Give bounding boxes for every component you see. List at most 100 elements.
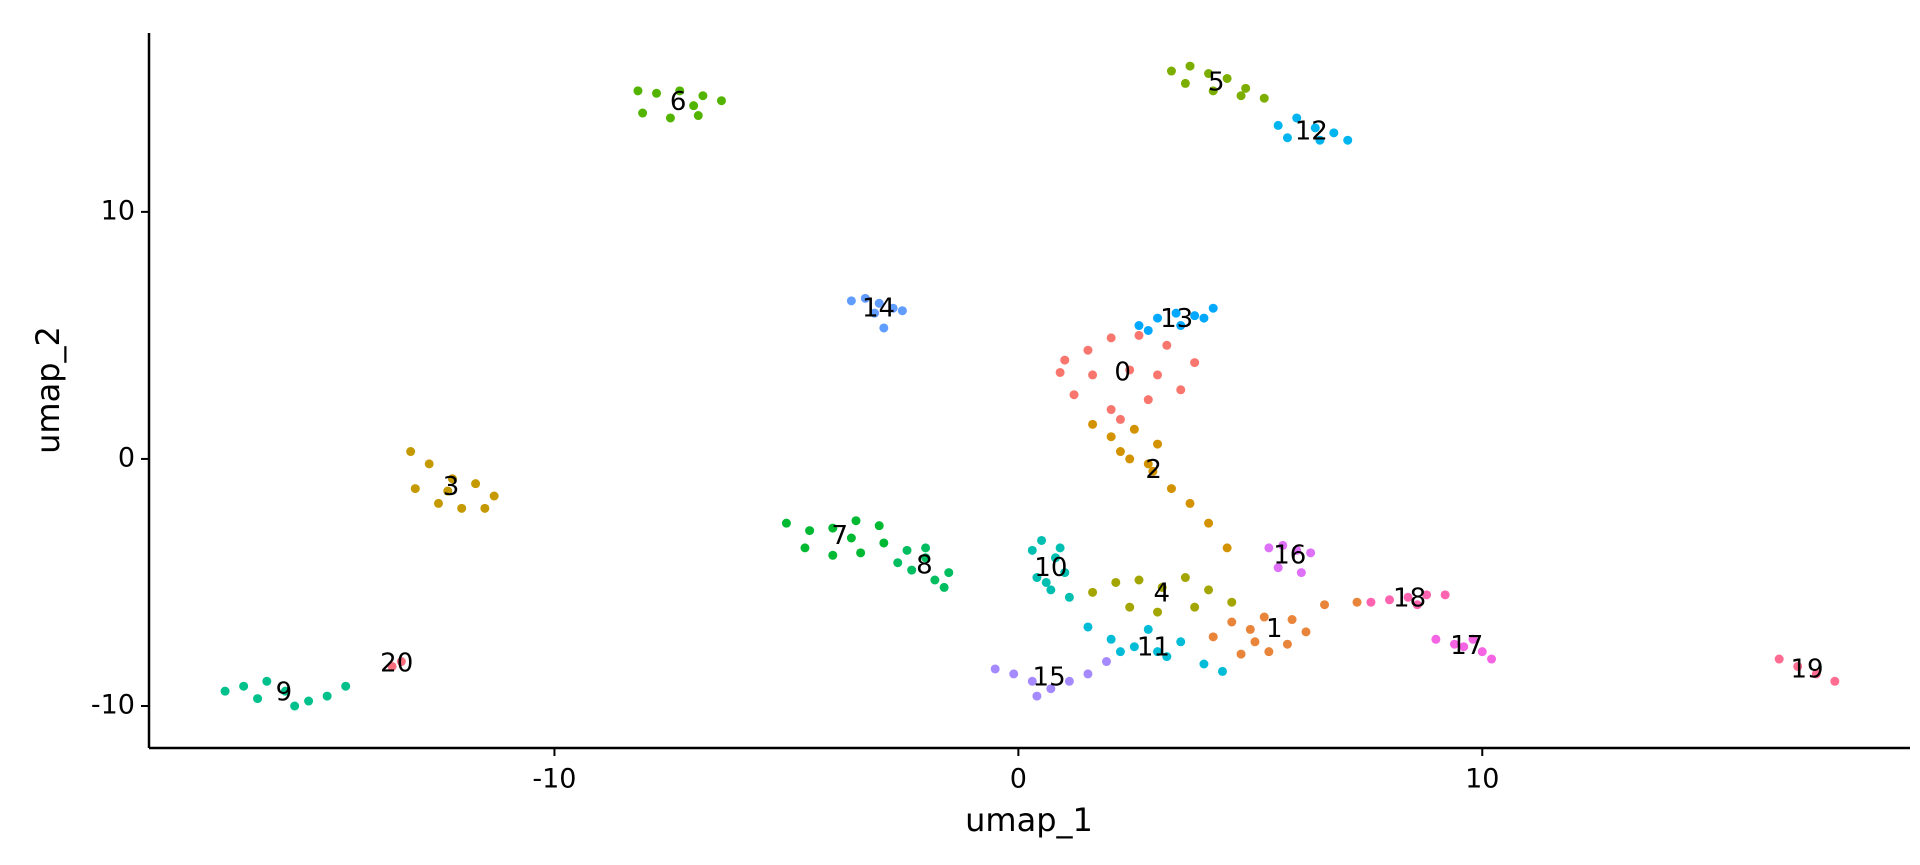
cell-point <box>1083 345 1093 355</box>
cell-point <box>846 533 856 543</box>
cluster-label: 10 <box>1034 553 1067 583</box>
cell-point <box>907 565 917 575</box>
cell-point <box>1162 340 1172 350</box>
cluster-label: 16 <box>1273 541 1306 571</box>
cell-point <box>1449 639 1459 649</box>
x-axis-title: umap_1 <box>965 801 1093 839</box>
cell-point <box>1143 325 1153 335</box>
cluster-label: 20 <box>380 648 413 678</box>
x-tick-label: 0 <box>1010 764 1027 795</box>
cell-point <box>874 298 884 308</box>
cell-point <box>689 101 699 111</box>
cluster-label: 1 <box>1266 614 1283 644</box>
cell-point <box>652 88 662 98</box>
cell-point <box>406 447 416 457</box>
cell-point <box>1153 607 1163 617</box>
cell-point <box>1208 632 1218 642</box>
cell-point <box>1027 545 1037 555</box>
cell-point <box>1204 518 1214 528</box>
cell-point <box>800 543 810 553</box>
cell-point <box>1162 652 1172 662</box>
cell-point <box>1176 637 1186 647</box>
cell-point <box>939 582 949 592</box>
cell-point <box>1069 390 1079 400</box>
cell-point <box>1199 313 1209 323</box>
cell-point <box>489 491 499 501</box>
cell-point <box>665 113 675 123</box>
cell-point <box>1129 642 1139 652</box>
cell-point <box>1250 637 1260 647</box>
cell-point <box>262 676 272 686</box>
cell-point <box>1222 73 1232 83</box>
cell-point <box>1793 661 1803 671</box>
cluster-label: 12 <box>1295 116 1328 146</box>
cell-point <box>1032 691 1042 701</box>
cell-point <box>1106 432 1116 442</box>
cluster-label: 4 <box>1153 578 1170 608</box>
cell-point <box>396 657 406 667</box>
cluster-label: 0 <box>1114 358 1131 388</box>
cell-point <box>1083 669 1093 679</box>
cell-point <box>1088 370 1098 380</box>
cluster-label: 6 <box>670 87 687 117</box>
cell-point <box>1102 657 1112 667</box>
cell-point <box>1245 624 1255 634</box>
cell-point <box>1282 639 1292 649</box>
cell-point <box>1774 654 1784 664</box>
cell-point <box>443 486 453 496</box>
cell-point <box>1046 585 1056 595</box>
cluster-label: 2 <box>1145 455 1162 485</box>
cell-point <box>1296 568 1306 578</box>
cell-point <box>1111 577 1121 587</box>
cell-point <box>1811 669 1821 679</box>
cell-point <box>930 575 940 585</box>
cell-point <box>1083 622 1093 632</box>
cell-point <box>1264 647 1274 657</box>
cell-point <box>1282 133 1292 143</box>
cluster-label: 5 <box>1208 67 1225 97</box>
cell-point <box>1315 135 1325 145</box>
cell-point <box>921 553 931 563</box>
cell-point <box>1106 634 1116 644</box>
cell-point <box>1125 365 1135 375</box>
cell-point <box>1403 592 1413 602</box>
cell-point <box>1032 573 1042 583</box>
cell-point <box>1477 647 1487 657</box>
cell-point <box>1412 600 1422 610</box>
cell-point <box>1041 577 1051 587</box>
cell-point <box>1352 597 1362 607</box>
cell-point <box>860 293 870 303</box>
cell-point <box>870 308 880 318</box>
cell-point <box>1185 498 1195 508</box>
cell-point <box>1166 484 1176 494</box>
cell-point <box>1180 573 1190 583</box>
x-tick-label: -10 <box>532 764 576 795</box>
cluster-label: 17 <box>1450 631 1483 661</box>
cluster-label: 18 <box>1393 583 1426 613</box>
cell-point <box>1037 535 1047 545</box>
cell-point <box>1422 590 1432 600</box>
cell-point <box>1292 545 1302 555</box>
x-tick-label: 10 <box>1465 764 1499 795</box>
cell-point <box>322 691 332 701</box>
cluster-label: 19 <box>1790 655 1823 685</box>
cell-point <box>1055 367 1065 377</box>
y-tick-label: 0 <box>118 442 135 473</box>
cluster-label: 11 <box>1137 632 1170 662</box>
cell-point <box>888 303 898 313</box>
cell-point <box>1190 311 1200 321</box>
cluster-label: 15 <box>1033 663 1066 693</box>
cell-point <box>1227 597 1237 607</box>
cell-point <box>846 296 856 306</box>
cell-point <box>1055 543 1065 553</box>
cell-point <box>1153 439 1163 449</box>
cell-point <box>1204 585 1214 595</box>
cell-point <box>447 474 457 484</box>
cell-point <box>1180 78 1190 88</box>
cell-point <box>1208 86 1218 96</box>
cell-point <box>902 545 912 555</box>
cell-point <box>1106 333 1116 343</box>
cell-point <box>781 518 791 528</box>
cell-point <box>1222 543 1232 553</box>
cell-point <box>1064 592 1074 602</box>
